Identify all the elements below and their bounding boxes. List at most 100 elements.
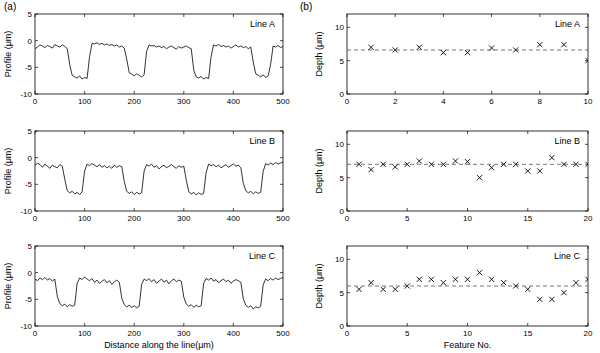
- x-axis-label: Feature No.: [444, 340, 492, 350]
- y-tick: [585, 292, 588, 293]
- data-point: [441, 162, 446, 167]
- data-point: [489, 45, 494, 50]
- data-point: [585, 162, 588, 167]
- y-tick: [280, 211, 283, 212]
- panel-title: Line C: [554, 251, 581, 261]
- x-tick: [407, 246, 408, 249]
- data-point: [393, 47, 398, 52]
- x-tick-label: 100: [78, 329, 92, 338]
- y-tick: [280, 326, 283, 327]
- y-tick-label: 0: [340, 207, 345, 216]
- x-tick: [233, 246, 234, 249]
- data-point: [356, 162, 361, 167]
- data-point: [525, 287, 530, 292]
- x-tick: [233, 323, 234, 326]
- x-tick-label: 15: [523, 214, 532, 223]
- y-tick-label: 5: [340, 57, 345, 66]
- x-tick: [84, 131, 85, 134]
- x-tick: [283, 208, 284, 211]
- data-point: [513, 47, 518, 52]
- profile-line: [35, 43, 283, 79]
- y-tick: [347, 326, 350, 327]
- x-tick-label: 0: [345, 97, 350, 106]
- data-point: [561, 42, 566, 47]
- data-point: [356, 287, 361, 292]
- data-point: [369, 45, 374, 50]
- x-tick: [35, 208, 36, 211]
- data-point: [417, 277, 422, 282]
- x-tick-label: 300: [177, 329, 191, 338]
- y-tick: [347, 27, 350, 28]
- y-tick: [347, 292, 350, 293]
- x-tick-label: 2: [393, 97, 398, 106]
- x-tick: [35, 14, 36, 17]
- x-tick: [183, 91, 184, 94]
- y-tick: [35, 272, 38, 273]
- x-tick: [588, 91, 589, 94]
- y-tick-label: -5: [25, 180, 33, 189]
- x-tick-label: 400: [227, 97, 241, 106]
- y-tick: [585, 177, 588, 178]
- x-tick: [84, 323, 85, 326]
- y-tick: [35, 67, 38, 68]
- y-tick: [280, 40, 283, 41]
- x-tick: [35, 323, 36, 326]
- panel-title: Line B: [249, 136, 275, 146]
- x-tick-label: 4: [441, 97, 446, 106]
- profile-line: [35, 162, 283, 195]
- x-tick: [467, 323, 468, 326]
- x-tick: [183, 323, 184, 326]
- y-tick: [35, 246, 38, 247]
- data-point: [393, 164, 398, 169]
- data-point: [489, 165, 494, 170]
- y-tick: [280, 94, 283, 95]
- x-tick: [467, 131, 468, 134]
- x-tick: [347, 323, 348, 326]
- x-tick-label: 10: [584, 97, 593, 106]
- x-tick: [491, 14, 492, 17]
- figure: (a)(b)0100200300400500-10-505Profile (μm…: [0, 0, 600, 353]
- panel-label: (a): [4, 1, 16, 12]
- data-point: [477, 270, 482, 275]
- x-tick-label: 0: [33, 329, 38, 338]
- data-point: [561, 162, 566, 167]
- x-tick: [395, 14, 396, 17]
- x-tick: [283, 246, 284, 249]
- x-tick-label: 0: [345, 329, 350, 338]
- data-point: [561, 290, 566, 295]
- y-tick: [280, 131, 283, 132]
- data-point: [537, 42, 542, 47]
- data-point: [381, 162, 386, 167]
- panel: 0100200300400500-10-505Profile (μm)Line …: [3, 127, 290, 223]
- x-tick: [134, 91, 135, 94]
- data-area: [35, 277, 283, 309]
- x-tick-label: 20: [584, 329, 593, 338]
- panel: 0100200300400500-10-505Profile (μm)Line …: [3, 10, 290, 106]
- data-point: [441, 280, 446, 285]
- data-point: [537, 168, 542, 173]
- y-tick: [35, 131, 38, 132]
- y-tick: [35, 299, 38, 300]
- x-tick: [527, 246, 528, 249]
- x-tick: [443, 91, 444, 94]
- x-tick: [84, 91, 85, 94]
- x-tick: [347, 91, 348, 94]
- y-tick-label: 0: [28, 37, 33, 46]
- y-tick: [280, 299, 283, 300]
- x-tick: [35, 131, 36, 134]
- x-tick-label: 8: [538, 97, 543, 106]
- x-tick: [233, 14, 234, 17]
- panel: 0100200300400500-10-505Profile (μm)Dista…: [3, 242, 290, 350]
- data-point: [453, 158, 458, 163]
- x-tick: [527, 131, 528, 134]
- data-point: [477, 175, 482, 180]
- data-point: [429, 162, 434, 167]
- panel: 051015200510Depth (μm)Line B: [314, 131, 593, 223]
- panel: 051015200510Depth (μm)Feature No.Line C: [314, 246, 593, 350]
- x-tick: [491, 91, 492, 94]
- x-tick: [283, 91, 284, 94]
- y-tick: [280, 157, 283, 158]
- y-tick-label: 0: [28, 269, 33, 278]
- y-axis-label: Profile (μm): [3, 263, 13, 310]
- x-tick: [407, 208, 408, 211]
